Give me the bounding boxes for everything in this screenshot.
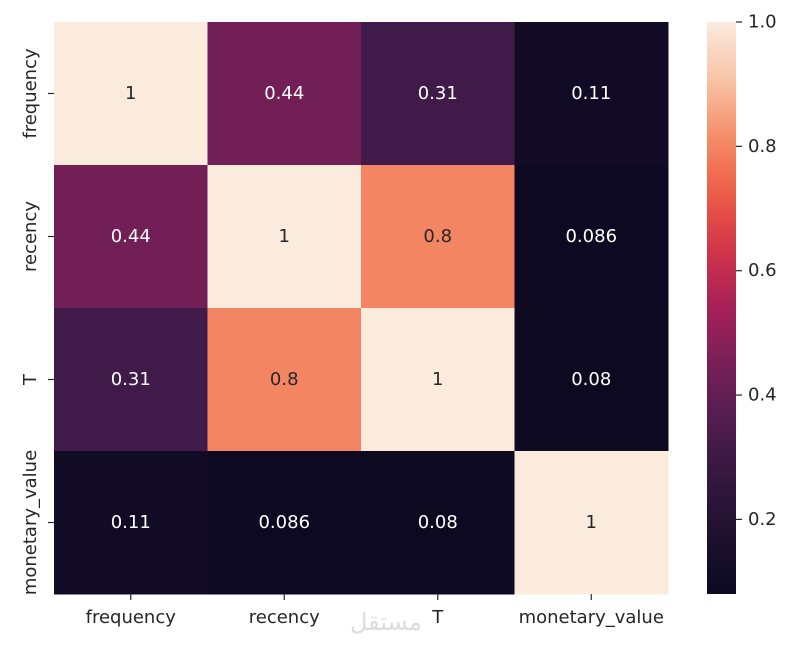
y-tick-label: frequency (20, 48, 41, 139)
cell-value-label: 0.086 (258, 512, 310, 533)
cell-value-label: 1 (586, 512, 597, 533)
cell-value-label: 1 (125, 83, 136, 104)
colorbar-tick-label: 0.8 (748, 136, 777, 157)
x-tick-label: frequency (86, 607, 177, 628)
cell-value-label: 0.8 (423, 226, 452, 247)
cell-value-label: 0.8 (270, 369, 299, 390)
cell-value-label: 0.44 (111, 226, 151, 247)
heatmap-cell (514, 308, 669, 452)
colorbar-tick-label: 0.2 (748, 509, 777, 530)
heatmap-cell (361, 165, 515, 309)
x-tick-label: monetary_value (519, 607, 664, 628)
cell-value-label: 1 (432, 369, 443, 390)
colorbar-gradient (707, 22, 736, 594)
heatmap-cell-labels: 1 0.44 0.31 0.11 0.44 1 0.8 0.086 0.31 0.8 1 0.08 0.… (111, 83, 617, 533)
heatmap-cells (54, 22, 669, 595)
cell-value-label: 0.08 (571, 369, 611, 390)
cell-value-label: 1 (279, 226, 290, 247)
heatmap-cell (207, 451, 362, 595)
heatmap-cell (514, 165, 669, 309)
x-tick-label: T (431, 607, 444, 628)
heatmap-cell (361, 22, 515, 166)
heatmap-cell (207, 22, 362, 166)
colorbar: 0.2 0.4 0.6 0.8 1.0 (707, 12, 777, 594)
heatmap-cell (361, 308, 515, 452)
cell-value-label: 0.11 (111, 512, 151, 533)
heatmap-cell (514, 451, 669, 595)
heatmap-cell (54, 451, 208, 595)
x-tick-label: recency (249, 607, 320, 628)
colorbar-tick-label: 1.0 (748, 12, 777, 33)
heatmap-cell (514, 22, 669, 166)
heatmap-cell (207, 165, 362, 309)
cell-value-label: 0.31 (111, 369, 151, 390)
y-tick-label: T (20, 373, 41, 386)
colorbar-tick-label: 0.6 (748, 260, 777, 281)
y-tick-label: recency (20, 201, 41, 272)
cell-value-label: 0.44 (264, 83, 304, 104)
cell-value-label: 0.11 (571, 83, 611, 104)
heatmap-cell (54, 308, 208, 452)
heatmap-cell (207, 308, 362, 452)
colorbar-tick-label: 0.4 (748, 385, 777, 406)
heatmap-cell (361, 451, 515, 595)
cell-value-label: 0.08 (418, 512, 458, 533)
heatmap-cell (54, 165, 208, 309)
y-tick-label: monetary_value (20, 450, 41, 595)
heatmap-cell (54, 22, 208, 166)
cell-value-label: 0.31 (418, 83, 458, 104)
cell-value-label: 0.086 (565, 226, 617, 247)
